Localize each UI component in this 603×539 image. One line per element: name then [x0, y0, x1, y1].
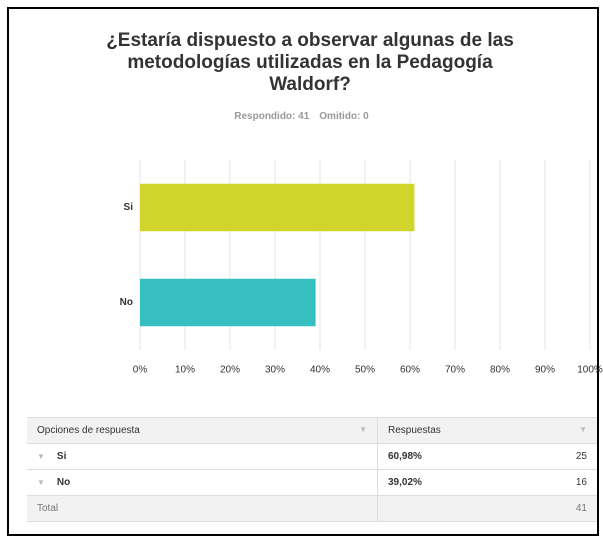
x-tick-label: 40% [310, 365, 330, 376]
cell: ▼ Si [27, 443, 378, 470]
x-tick-label: 90% [535, 365, 555, 376]
bar [140, 278, 316, 327]
x-tick-label: 30% [265, 365, 285, 376]
x-tick-label: 100% [577, 365, 603, 376]
y-tick-label: Si [124, 202, 134, 213]
total-row: Total 41 [27, 495, 597, 522]
header-text: Respuestas [388, 425, 441, 436]
chart: 0% 10% 20% 30% 40% 50% 60% 70% 80% 90% 100% Si No [120, 160, 603, 376]
subtitle: Respondido: 41 Omitido: 0 [0, 111, 603, 122]
cell: 39,02% [377, 469, 518, 496]
results-table: Opciones de respuesta ▼ Respuestas ▼ ▼ Si 6… [27, 417, 597, 522]
cell: 60,98% [377, 443, 518, 470]
header-cell: Opciones de respuesta ▼ [27, 417, 378, 444]
x-tick-label: 60% [400, 365, 420, 376]
x-tick-label: 50% [355, 365, 375, 376]
x-tick-label: 80% [490, 365, 510, 376]
cell: 41 [517, 495, 597, 522]
x-tick-label: 10% [175, 365, 195, 376]
skipped: Omitido: 0 [319, 111, 369, 122]
cell: 25 [517, 443, 597, 470]
header-text: Opciones de respuesta [37, 425, 140, 436]
frame [7, 7, 599, 536]
option: No [56, 477, 71, 488]
row: ▼ Si 60,98% 25 [27, 443, 597, 470]
x-tick-label: 20% [220, 365, 240, 376]
y-tick-label: No [120, 297, 133, 308]
answered: Respondido: 41 [234, 111, 310, 122]
cell: Total [27, 495, 378, 522]
cell: 16 [517, 469, 597, 496]
header-row: Opciones de respuesta ▼ Respuestas ▼ [27, 417, 597, 444]
cell: ▼ No [27, 469, 378, 496]
option: Si [56, 451, 67, 462]
row: ▼ No 39,02% 16 [27, 469, 597, 496]
chart-title: ¿Estaría dispuesto a observar algunas de… [106, 30, 514, 95]
cell [377, 495, 518, 522]
header-cell: Respuestas ▼ [377, 417, 597, 444]
x-tick-label: 0% [133, 365, 148, 376]
bar [140, 183, 415, 232]
x-tick-label: 70% [445, 365, 465, 376]
